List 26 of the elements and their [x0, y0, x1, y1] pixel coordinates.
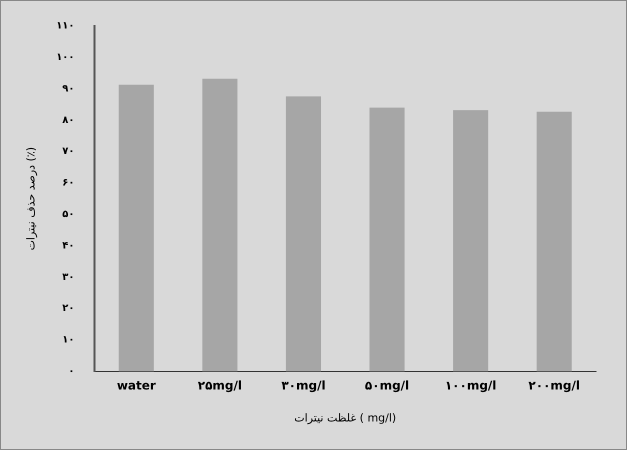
- bar: [118, 84, 154, 372]
- y-tick-label: ۸۰: [62, 114, 75, 126]
- bar: [453, 110, 488, 372]
- y-tick-label: ۹۰: [62, 83, 75, 94]
- y-tick-label: ۲۰: [62, 303, 75, 314]
- x-tick-label: ۲۰۰mg/l: [528, 378, 580, 393]
- bar: [202, 78, 238, 372]
- y-tick-label: ۶۰: [62, 178, 75, 189]
- x-tick-label: water: [116, 378, 156, 393]
- x-tick-label: ۳۰mg/l: [281, 378, 326, 393]
- y-tick-label: ۱۰۰: [56, 52, 75, 63]
- x-tick-label: ۱۰۰mg/l: [444, 378, 496, 393]
- y-tick-label: ۵۰: [62, 208, 75, 220]
- bar: [369, 108, 405, 372]
- y-tick-label: ۱۰: [62, 334, 75, 346]
- y-axis-title: درصد حذف نیترات (٪): [24, 146, 38, 250]
- y-tick-label: ۱۱۰: [56, 20, 75, 32]
- bar: [536, 112, 572, 372]
- x-axis-title: غلظت نیترات ( mg/l): [294, 411, 396, 424]
- x-tick-label: ۵۰mg/l: [364, 378, 410, 393]
- x-tick-label: ۲۵mg/l: [198, 378, 242, 393]
- bar: [286, 96, 322, 372]
- y-tick-label: ۷۰: [62, 146, 75, 158]
- y-tick-label: ۳۰: [62, 272, 75, 283]
- y-tick-label: ۰: [68, 366, 75, 377]
- y-tick-label: ۴۰: [62, 240, 75, 252]
